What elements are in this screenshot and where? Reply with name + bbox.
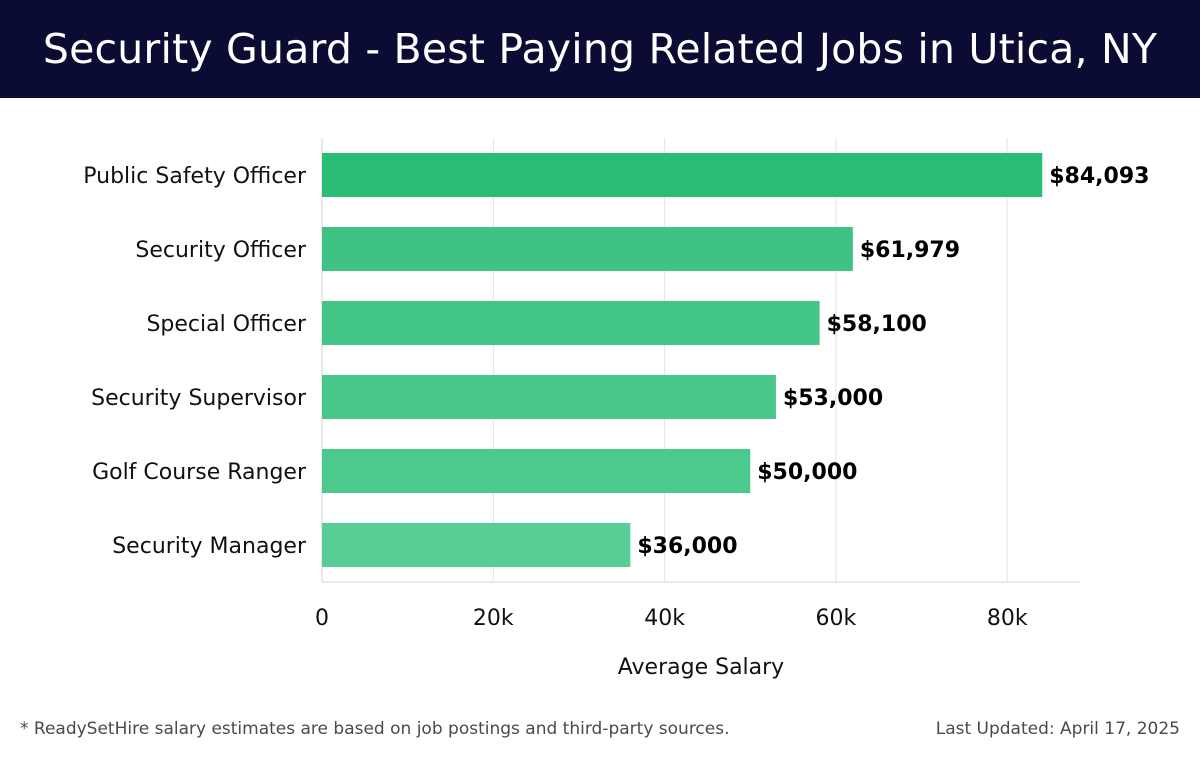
- value-label: $84,093: [1049, 164, 1149, 189]
- x-tick-label: 80k: [987, 606, 1028, 631]
- x-tick-label: 60k: [816, 606, 857, 631]
- x-tick-label: 0: [315, 606, 329, 631]
- source-note: * ReadySetHire salary estimates are base…: [20, 719, 730, 739]
- value-label: $36,000: [637, 534, 737, 559]
- value-label: $50,000: [757, 460, 857, 485]
- value-label: $53,000: [783, 386, 883, 411]
- x-tick-label: 20k: [473, 606, 514, 631]
- value-label: $61,979: [860, 238, 960, 263]
- x-axis-title: Average Salary: [618, 655, 784, 680]
- salary-bar-chart: Public Safety Officer $84,093 Security Off…: [83, 138, 1149, 680]
- bar: [322, 449, 751, 493]
- value-label: $58,100: [827, 312, 927, 337]
- category-label: Public Safety Officer: [83, 164, 307, 189]
- bar: [322, 301, 820, 345]
- category-label: Security Manager: [112, 534, 307, 559]
- chart-header: Security Guard - Best Paying Related Job…: [0, 0, 1200, 98]
- x-tick-label: 40k: [644, 606, 685, 631]
- bar: [322, 153, 1043, 197]
- bar: [322, 375, 776, 419]
- category-label: Special Officer: [146, 312, 306, 337]
- chart-title: Security Guard - Best Paying Related Job…: [42, 25, 1158, 73]
- category-label: Security Officer: [135, 238, 307, 263]
- category-label: Security Supervisor: [91, 386, 307, 411]
- last-updated: Last Updated: April 17, 2025: [935, 719, 1180, 739]
- bar: [322, 523, 631, 567]
- category-label: Golf Course Ranger: [92, 460, 307, 485]
- bar: [322, 227, 853, 271]
